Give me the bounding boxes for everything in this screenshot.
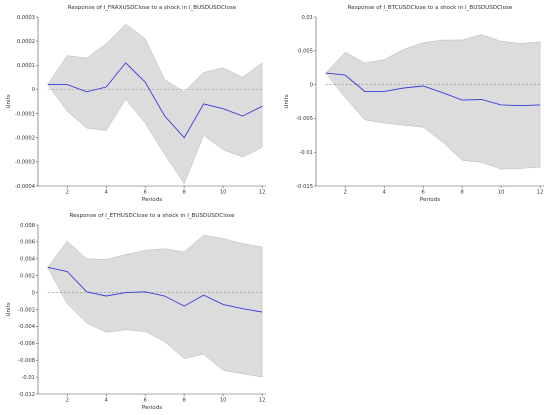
x-tick-label: 12 [259,398,266,404]
y-axis-label: Units [6,302,12,316]
x-tick-label: 4 [105,398,109,404]
y-tick-label: -0.006 [18,341,35,347]
y-tick-label: -0.002 [18,307,35,313]
x-tick-label: 12 [537,190,544,196]
x-axis-label: Periods [142,405,162,411]
x-tick-label: 2 [66,190,69,196]
y-tick-label: -0.004 [18,324,35,330]
x-tick-label: 10 [498,190,505,196]
x-tick-label: 8 [182,398,185,404]
y-tick-label: -0.01 [22,375,35,381]
y-tick-label: -0.0004 [15,184,36,190]
y-tick-label: -0.015 [296,184,313,190]
chart-title: Response of l_FRAXUSDClose to a shock in… [68,5,237,11]
x-axis-label: Periods [142,197,162,203]
x-tick-label: 10 [220,190,227,196]
response-line [325,72,541,107]
y-tick-label: 0.005 [298,49,313,55]
y-tick-label: -0.0003 [15,160,35,166]
y-tick-label: -0.01 [300,150,313,156]
chart-panel-2: Response of l_BTCUSDClose to a shock in … [284,5,544,203]
y-tick-label: 0.006 [20,240,35,246]
x-tick-label: 6 [144,190,147,196]
y-tick-label: 0.0002 [17,39,35,45]
chart-panel-3: Response of l_ETHUSDClose to a shock in … [6,213,266,411]
y-tick-label: 0 [32,87,35,93]
x-tick-label: 2 [344,190,347,196]
chart-panel-1: Response of l_FRAXUSDClose to a shock in… [6,5,266,203]
y-tick-label: -0.0001 [15,111,35,117]
confidence-band [325,34,541,170]
x-tick-label: 12 [259,190,266,196]
x-tick-label: 10 [220,398,227,404]
x-axis-label: Periods [420,197,440,203]
x-tick-label: 4 [383,190,387,196]
chart-title: Response of l_BTCUSDClose to a shock in … [348,5,513,11]
response-line [47,266,263,313]
response-line [47,62,263,139]
y-tick-label: -0.012 [18,392,35,398]
y-tick-label: 0 [310,82,313,88]
y-tick-label: -0.008 [18,358,35,364]
x-tick-label: 4 [105,190,109,196]
y-tick-label: 0.008 [20,223,35,229]
y-tick-label: -0.005 [296,116,313,122]
y-tick-label: -0.0002 [15,136,35,142]
x-tick-label: 6 [422,190,425,196]
y-tick-label: 0.002 [20,274,35,280]
x-tick-label: 8 [460,190,463,196]
confidence-band [47,234,263,378]
y-tick-label: 0.01 [301,15,313,21]
x-tick-label: 6 [144,398,147,404]
x-tick-label: 8 [182,190,185,196]
x-tick-label: 2 [66,398,69,404]
confidence-band [47,23,263,185]
y-tick-label: 0.0001 [17,63,35,69]
y-axis-label: Units [284,94,290,108]
y-tick-label: 0.0003 [17,15,35,21]
y-tick-label: 0 [32,290,35,296]
y-tick-label: 0.004 [20,257,36,263]
chart-title: Response of l_ETHUSDClose to a shock in … [69,213,235,219]
y-axis-label: Units [6,94,12,108]
